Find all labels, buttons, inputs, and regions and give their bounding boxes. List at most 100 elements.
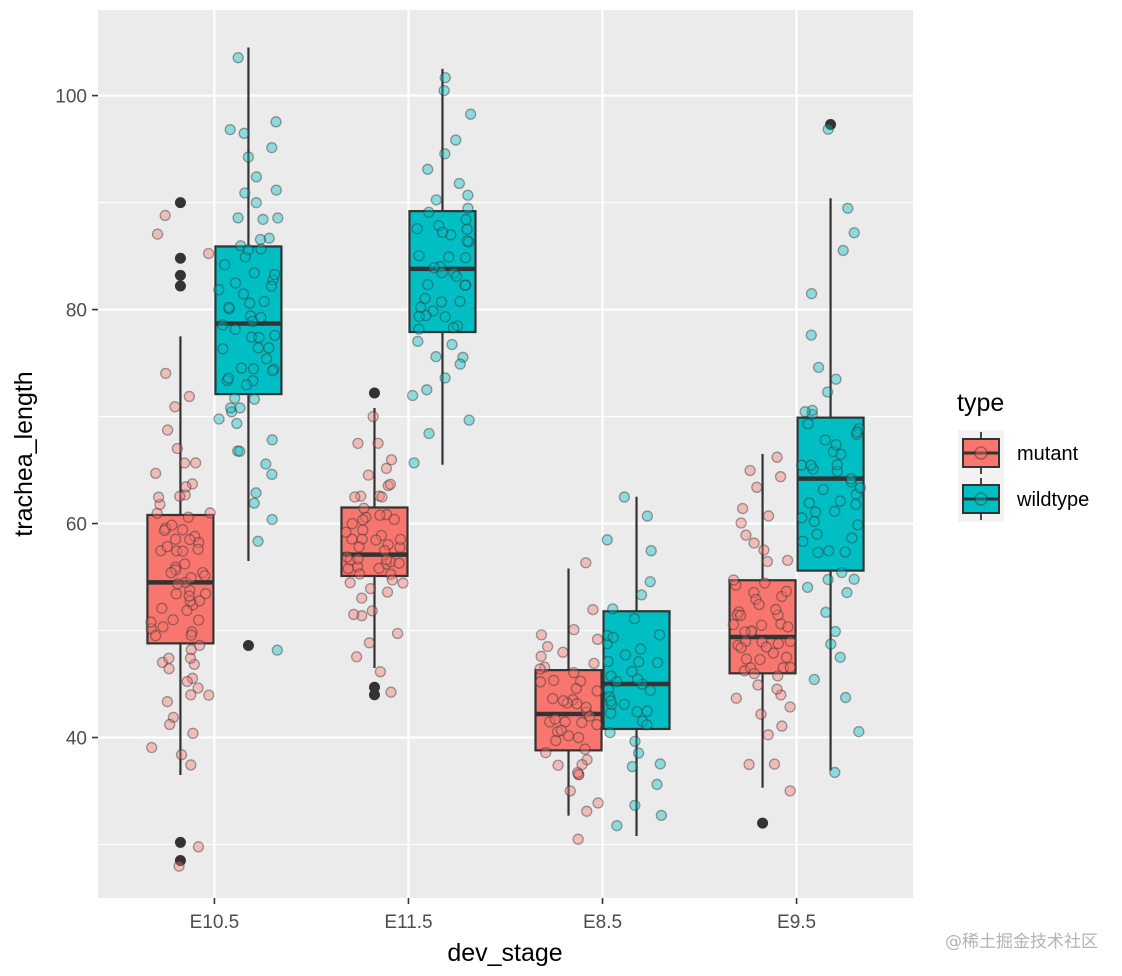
data-point <box>739 626 751 638</box>
data-point <box>579 743 591 755</box>
data-point <box>341 551 353 563</box>
data-point <box>420 309 432 322</box>
data-point <box>806 408 818 421</box>
data-point <box>223 301 235 314</box>
outlier-point <box>825 118 837 130</box>
data-point <box>463 236 475 248</box>
data-point <box>234 402 246 414</box>
data-point <box>363 637 376 649</box>
data-point <box>447 321 460 334</box>
data-point <box>753 598 765 611</box>
data-point <box>776 720 788 732</box>
data-point <box>382 480 394 492</box>
data-point <box>174 490 186 502</box>
data-point <box>557 646 569 658</box>
data-point <box>358 502 370 514</box>
data-point <box>436 267 448 279</box>
data-point <box>771 683 783 695</box>
data-point <box>654 758 666 770</box>
data-point <box>603 691 616 703</box>
data-point <box>356 592 368 604</box>
data-point <box>821 386 834 398</box>
data-point <box>552 726 564 738</box>
data-point <box>182 511 195 523</box>
data-point <box>644 684 657 697</box>
outlier-point <box>174 836 186 848</box>
data-point <box>367 410 379 423</box>
data-point <box>192 543 204 555</box>
data-point <box>423 427 435 440</box>
data-point <box>605 670 617 682</box>
data-point <box>591 685 603 697</box>
data-point <box>812 361 825 374</box>
data-point <box>159 209 171 222</box>
data-point <box>193 595 206 607</box>
y-tick-label: 100 <box>55 87 87 108</box>
data-point <box>752 679 764 691</box>
data-point <box>157 621 169 633</box>
data-point <box>805 329 817 341</box>
data-point <box>257 213 269 226</box>
data-point <box>772 670 784 682</box>
data-point <box>232 212 244 224</box>
data-point <box>750 593 762 605</box>
data-point <box>434 261 446 273</box>
data-point <box>255 243 267 255</box>
data-point <box>736 502 749 515</box>
data-point <box>187 599 199 611</box>
data-point <box>581 754 593 766</box>
data-point <box>154 498 166 511</box>
data-point <box>781 554 794 567</box>
data-point <box>548 674 560 687</box>
x-tick-label: E10.5 <box>190 912 240 933</box>
data-point <box>183 390 196 403</box>
outlier-point <box>174 269 186 281</box>
data-point <box>179 489 191 501</box>
data-point <box>568 624 580 636</box>
data-point <box>225 406 238 418</box>
data-point <box>845 473 857 485</box>
data-point <box>234 445 246 457</box>
data-point <box>352 553 364 565</box>
data-point <box>351 561 364 573</box>
data-point <box>457 351 469 363</box>
data-point <box>850 498 862 511</box>
data-point <box>573 769 585 781</box>
data-point <box>839 691 852 704</box>
data-point <box>830 439 842 451</box>
data-point <box>761 555 774 568</box>
data-point <box>360 511 372 523</box>
data-point <box>784 701 796 713</box>
data-point <box>422 163 434 175</box>
data-point <box>242 244 254 256</box>
data-point <box>375 529 388 542</box>
data-point <box>202 247 215 260</box>
box-wildtype <box>408 210 477 334</box>
data-point <box>436 226 449 238</box>
x-axis: E10.5 E11.5 E8.5 E9.5 <box>190 898 816 933</box>
data-point <box>611 820 623 832</box>
data-point <box>448 267 460 279</box>
data-point <box>393 557 405 569</box>
data-point <box>413 250 425 262</box>
data-point <box>564 785 576 797</box>
data-point <box>374 666 387 678</box>
data-point <box>744 662 757 674</box>
data-point <box>839 546 851 558</box>
data-point <box>772 637 784 650</box>
x-axis-title: dev_stage <box>447 939 562 967</box>
data-point <box>774 471 787 483</box>
data-point <box>602 683 615 696</box>
data-point <box>180 576 192 588</box>
data-point <box>245 331 258 343</box>
data-point <box>385 686 397 698</box>
data-point <box>221 374 233 387</box>
data-point <box>222 372 235 384</box>
data-point <box>591 633 604 645</box>
data-point <box>265 280 278 292</box>
data-point <box>619 649 632 661</box>
data-point <box>414 301 427 313</box>
data-point <box>388 513 400 526</box>
data-point <box>745 625 758 637</box>
data-point <box>165 567 177 579</box>
